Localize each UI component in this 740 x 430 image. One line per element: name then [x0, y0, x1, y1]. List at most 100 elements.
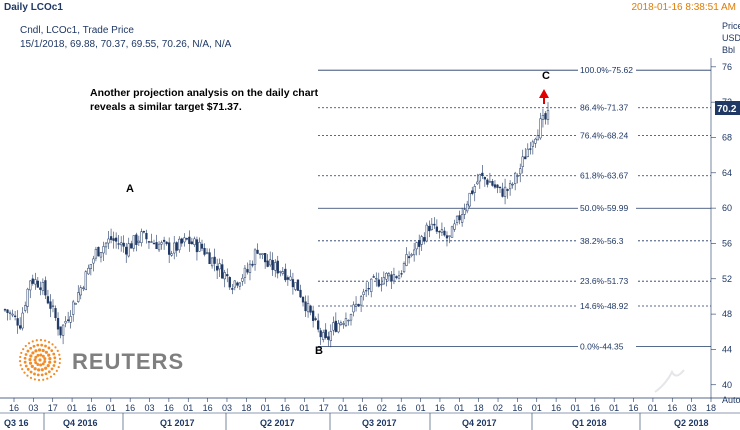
- candle: [168, 237, 171, 264]
- candle: [223, 269, 226, 288]
- candle: [112, 231, 115, 249]
- candle: [309, 304, 312, 316]
- candle: [140, 228, 143, 247]
- candle: [97, 246, 100, 257]
- candle: [544, 111, 547, 125]
- fib-label-bg: [578, 299, 636, 311]
- candle: [400, 270, 403, 278]
- candle: [157, 241, 161, 252]
- candle: [243, 264, 247, 284]
- candle: [236, 281, 239, 289]
- fib-label-bg: [578, 129, 636, 141]
- quarter-label: Q1 2018: [572, 418, 607, 428]
- candle: [294, 282, 297, 292]
- candle: [66, 311, 70, 323]
- auto-scale-label[interactable]: Auto: [722, 395, 740, 405]
- candle: [455, 215, 459, 226]
- candle: [392, 267, 396, 285]
- candle: [72, 299, 75, 322]
- candle: [445, 231, 449, 247]
- candle: [526, 143, 529, 158]
- x-tick-label: 01: [106, 403, 116, 413]
- candle: [54, 305, 57, 321]
- x-tick-label: 01: [454, 403, 464, 413]
- candle: [120, 236, 123, 252]
- candle: [125, 242, 128, 263]
- candle: [508, 180, 512, 196]
- candle: [61, 324, 65, 345]
- candle: [253, 248, 257, 271]
- candle: [200, 239, 204, 252]
- x-tick-label: 18: [706, 403, 716, 413]
- candle: [183, 233, 186, 247]
- candle: [365, 282, 368, 297]
- candle: [36, 277, 39, 289]
- current-price-marker: 70.2: [715, 101, 740, 115]
- x-tick-label: 16: [435, 403, 445, 413]
- candle: [274, 259, 277, 278]
- y-axis-title-unit: Bbl: [722, 45, 735, 55]
- candle: [221, 259, 224, 279]
- fib-level-label: 38.2%-56.3: [580, 236, 624, 246]
- candle: [46, 289, 50, 305]
- candle: [87, 264, 90, 275]
- candle: [402, 261, 406, 274]
- candle: [284, 263, 287, 283]
- x-tick-labels: 16 03 17 01 16 01 16 03 16 01 16 03 18 01 16 01 17 01 16 02…: [9, 398, 716, 413]
- candle: [334, 312, 338, 333]
- candle: [501, 182, 504, 198]
- x-tick-label: 01: [416, 403, 426, 413]
- candle: [263, 253, 267, 269]
- candle: [281, 267, 284, 276]
- candle: [367, 281, 370, 296]
- candle: [448, 235, 451, 244]
- candle: [213, 248, 216, 272]
- reuters-logo-icon: [18, 338, 62, 382]
- candle: [215, 258, 219, 280]
- candle: [130, 240, 133, 249]
- quarter-label: Q4 2016: [63, 418, 98, 428]
- candle: [155, 234, 158, 249]
- candle: [332, 316, 335, 336]
- candle: [233, 280, 236, 291]
- point-b-label: B: [315, 345, 323, 357]
- x-tick-label: 01: [338, 403, 348, 413]
- y-tick-label: 64: [722, 168, 732, 178]
- candle: [344, 312, 348, 328]
- candle: [132, 235, 135, 252]
- fib-label-bg: [578, 234, 636, 246]
- candle: [412, 242, 416, 262]
- candle: [438, 230, 441, 239]
- x-tick-label: 16: [357, 403, 367, 413]
- candle: [347, 319, 350, 326]
- candle: [322, 329, 325, 343]
- candle: [49, 294, 52, 318]
- fib-label-bg: [578, 275, 636, 287]
- quarter-labels: Q3 16 Q4 2016 Q1 2017 Q2 2017 Q3 2017 Q4 2017…: [4, 413, 709, 430]
- candle: [541, 108, 545, 128]
- candle: [387, 271, 391, 282]
- x-tick-label: 16: [512, 403, 522, 413]
- candle: [84, 270, 87, 291]
- candle: [395, 275, 398, 280]
- candle: [34, 272, 37, 290]
- candle: [279, 270, 282, 277]
- candle: [122, 235, 125, 253]
- candle: [481, 164, 484, 179]
- candle: [142, 230, 146, 234]
- candle: [514, 171, 517, 191]
- x-tick-label: 18: [474, 403, 484, 413]
- candle: [314, 316, 317, 322]
- candle: [162, 236, 166, 250]
- candle: [178, 236, 181, 253]
- candle: [107, 230, 110, 250]
- candle: [195, 236, 199, 261]
- candle: [430, 218, 433, 231]
- x-tick-label: 03: [145, 403, 155, 413]
- x-tick-label: 02: [377, 403, 387, 413]
- x-tick-label: 17: [319, 403, 329, 413]
- candle: [311, 305, 315, 328]
- candle: [271, 252, 274, 276]
- candle: [380, 277, 383, 292]
